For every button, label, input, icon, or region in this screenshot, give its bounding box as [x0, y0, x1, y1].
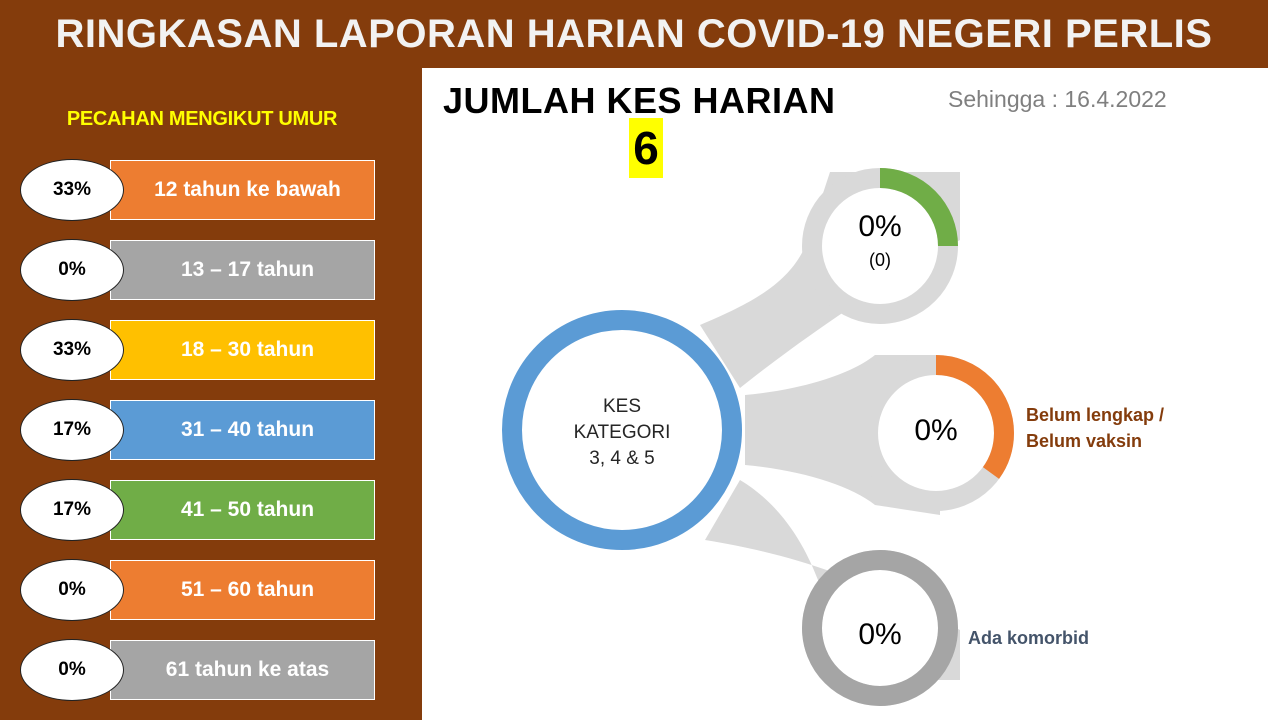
incomplete-vaccination-label: Belum lengkap / Belum vaksin [1026, 402, 1164, 454]
page-title: RINGKASAN LAPORAN HARIAN COVID-19 NEGERI… [55, 12, 1213, 56]
age-group-percent: 17% [20, 479, 124, 541]
center-label-line: KATEGORI [573, 422, 671, 443]
age-group-row: 51 – 60 tahun 0% [0, 559, 422, 622]
center-label-line: 3, 4 & 5 [589, 448, 655, 469]
age-group-row: 13 – 17 tahun 0% [0, 239, 422, 302]
age-group-label: 13 – 17 tahun [110, 240, 375, 300]
satellite-subvalue: (0) [869, 250, 891, 270]
center-label: KES KATEGORI 3, 4 & 5 [552, 394, 692, 472]
age-group-row: 12 tahun ke bawah 33% [0, 159, 422, 222]
satellite-progress-arc [802, 168, 958, 324]
age-breakdown-title: PECAHAN MENGIKUT UMUR [66, 108, 338, 130]
satellite-percent: 0% [858, 210, 902, 243]
age-group-percent: 33% [20, 319, 124, 381]
satellite-progress-arc [858, 355, 1014, 511]
age-group-percent: 17% [20, 399, 124, 461]
satellite-percent: 0% [858, 618, 902, 651]
daily-cases-heading: JUMLAH KES HARIAN [443, 80, 836, 121]
satellite-progress-arc [802, 550, 958, 706]
age-group-percent: 0% [20, 239, 124, 301]
daily-cases-count: 6 [629, 118, 663, 178]
center-label-line: KES [602, 396, 642, 417]
age-group-row: 61 tahun ke atas 0% [0, 639, 422, 702]
age-group-label: 41 – 50 tahun [110, 480, 375, 540]
label-line: Belum lengkap / [1026, 405, 1165, 425]
age-group-row: 41 – 50 tahun 17% [0, 479, 422, 542]
age-group-percent: 0% [20, 639, 124, 701]
age-group-percent: 0% [20, 559, 124, 621]
age-group-label: 12 tahun ke bawah [110, 160, 375, 220]
label-line: Ada komorbid [968, 628, 1090, 648]
label-line: Belum vaksin [1026, 431, 1143, 451]
satellite-percent: 0% [914, 414, 958, 447]
header-banner: RINGKASAN LAPORAN HARIAN COVID-19 NEGERI… [0, 0, 1268, 68]
age-group-percent: 33% [20, 159, 124, 221]
comorbidity-label: Ada komorbid [968, 625, 1089, 651]
age-group-row: 31 – 40 tahun 17% [0, 399, 422, 462]
center-ring [502, 310, 742, 550]
age-group-row: 18 – 30 tahun 33% [0, 319, 422, 382]
as-of-date: Sehingga : 16.4.2022 [948, 86, 1167, 112]
age-group-label: 31 – 40 tahun [110, 400, 375, 460]
age-group-label: 51 – 60 tahun [110, 560, 375, 620]
age-group-label: 61 tahun ke atas [110, 640, 375, 700]
